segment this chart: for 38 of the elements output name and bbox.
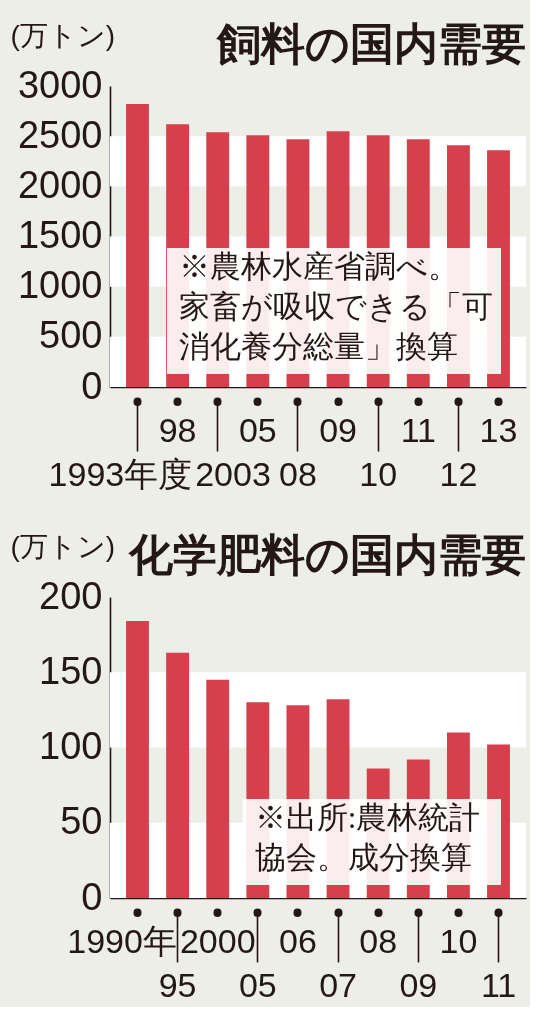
x-tick-label: 09 <box>399 965 438 1004</box>
y-tick-label: 3000 <box>17 63 103 106</box>
y-tick-label: 150 <box>39 649 103 692</box>
y-tick-label: 0 <box>81 875 103 918</box>
x-tick-label: 13 <box>479 410 518 449</box>
x-tick-label: 1990年 <box>67 921 177 960</box>
chart-title: 飼料の国内需要 <box>215 19 526 68</box>
x-tick-label: 98 <box>158 410 197 449</box>
x-tick-label: 1993年度 <box>48 454 193 493</box>
x-tick-label: 12 <box>439 454 478 493</box>
y-tick-label: 1000 <box>17 264 103 307</box>
x-tick-label: 10 <box>359 454 398 493</box>
x-tick-label: 07 <box>319 965 357 1004</box>
x-tick-label: 10 <box>439 921 478 960</box>
x-tick-label: 08 <box>279 454 317 493</box>
y-tick-label: 500 <box>39 314 103 357</box>
x-tick-label: 06 <box>279 921 317 960</box>
x-tick-label: 05 <box>238 965 277 1004</box>
chart-title: 化学肥料の国内需要 <box>128 530 526 579</box>
x-tick-label: 2000 <box>179 921 256 960</box>
y-tick-label: 100 <box>39 725 103 767</box>
x-tick-label: 11 <box>400 410 436 449</box>
x-tick-label: 08 <box>359 921 398 960</box>
y-tick-label: 50 <box>60 800 103 843</box>
y-tick-label: 0 <box>81 364 103 407</box>
y-axis-title: (万トン) <box>10 19 116 51</box>
y-axis-title: (万トン) <box>10 530 116 562</box>
x-tick-label: 11 <box>480 965 517 1004</box>
x-tick-label: 09 <box>319 410 357 449</box>
y-tick-label: 2500 <box>17 113 103 156</box>
x-tick-label: 2003 <box>195 454 271 493</box>
annotation: ※出所:農林統計協会。成分換算 <box>254 800 481 875</box>
x-tick-label: 05 <box>238 410 277 449</box>
y-tick-label: 2000 <box>17 163 103 206</box>
x-tick-label: 95 <box>158 965 197 1004</box>
annotation: ※農林水産省調べ。家畜が吸収できる「可消化養分総量」換算 <box>179 249 493 364</box>
y-tick-label: 1500 <box>17 214 103 256</box>
y-tick-label: 200 <box>39 574 103 617</box>
